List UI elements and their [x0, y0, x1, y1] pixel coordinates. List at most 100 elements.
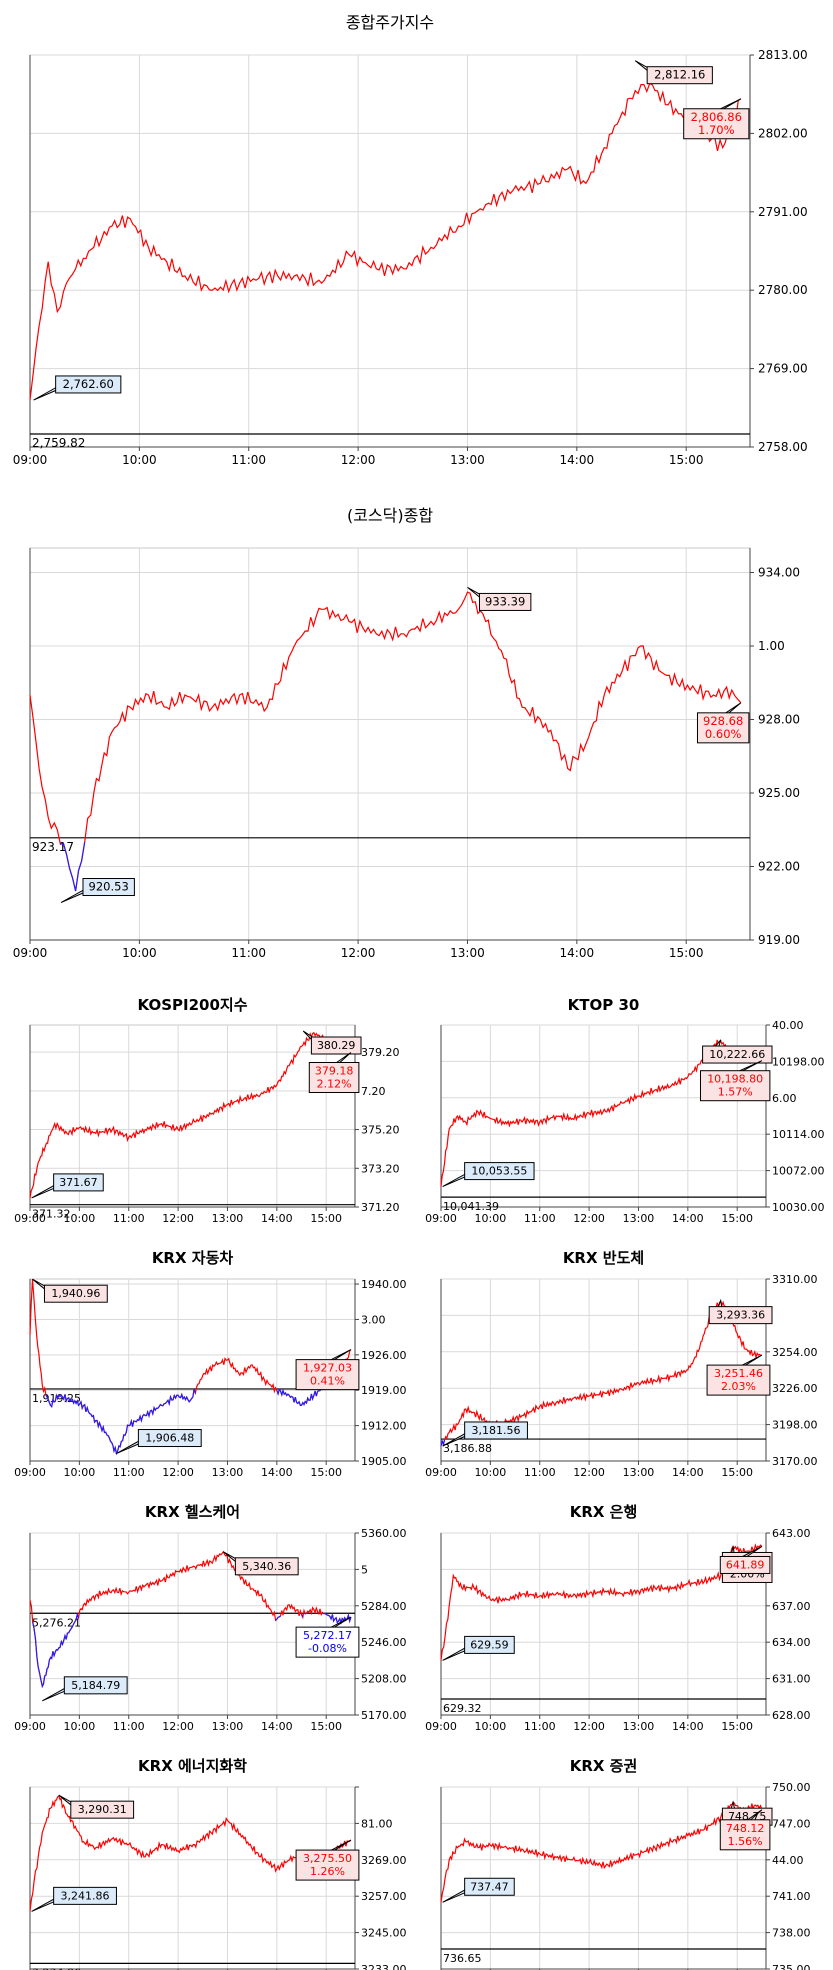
y-tick-label: 10198.00	[772, 1055, 825, 1068]
baseline-label: 1,919.25	[32, 1392, 81, 1405]
x-tick-label: 12:00	[573, 1720, 605, 1733]
x-tick-label: 12:00	[162, 1212, 194, 1225]
y-tick-label: 5170.00	[361, 1709, 407, 1722]
y-tick-label: 934.00	[758, 566, 800, 580]
x-tick-label: 15:00	[669, 453, 704, 467]
callout-label: 629.59	[470, 1638, 509, 1651]
series-line-below	[32, 1612, 352, 1689]
x-tick-label: 13:00	[212, 1212, 244, 1225]
y-tick-label: 738.00	[772, 1927, 811, 1940]
callout-box	[706, 1364, 771, 1396]
x-tick-label: 09:00	[13, 946, 48, 960]
baseline-label: 10,041.39	[443, 1200, 499, 1213]
series-line-below	[440, 1439, 446, 1448]
x-tick-label: 12:00	[341, 946, 376, 960]
callout-box	[295, 1626, 360, 1658]
chart-panel-3: KTOP 30 09:00 10:00 11:00 12:00 13:00 14:00 15:…	[425, 996, 824, 1225]
x-tick-label: 10:00	[64, 1466, 96, 1479]
callout-label: 3,181.56	[472, 1424, 521, 1437]
callout-box	[683, 108, 750, 140]
y-tick-label: 10030.00	[772, 1201, 825, 1214]
callout-box	[464, 1877, 515, 1896]
callout-box	[53, 1886, 117, 1905]
series-line-0	[440, 1801, 763, 1903]
callout-box	[63, 1676, 128, 1695]
y-tick-label: 1905.00	[361, 1455, 407, 1468]
x-tick-label: 15:00	[310, 1720, 342, 1733]
chart-panel-9: KRX 증권09:0010:0011:0012:0013:0014:0015:0…	[440, 1757, 811, 1970]
plot-area	[440, 1532, 767, 1716]
y-tick-label: 2758.00	[758, 440, 808, 454]
callout-label: 3,251.46	[714, 1367, 763, 1380]
callout-box	[310, 1036, 362, 1055]
series-line-0	[29, 591, 742, 892]
x-tick-label: 11:00	[231, 946, 266, 960]
callout-label: 1,906.48	[145, 1432, 194, 1445]
baseline-label: 3,186.88	[443, 1442, 492, 1455]
chart-title: KRX 은행	[570, 1503, 638, 1521]
callout-label: 928.68	[703, 714, 743, 728]
series-line-0	[29, 82, 742, 401]
y-tick-label: 10072.00	[772, 1165, 825, 1178]
chart-title: KTOP 30	[568, 996, 640, 1014]
y-tick-label: 3170.00	[772, 1455, 818, 1468]
x-tick-label: 14:00	[672, 1212, 704, 1225]
y-tick-label: 3245.00	[361, 1927, 407, 1940]
callout-label: 920.53	[89, 880, 129, 894]
x-tick-label: 13:00	[450, 453, 485, 467]
x-tick-label: 12:00	[162, 1720, 194, 1733]
callout-box	[464, 1162, 535, 1181]
callout-box	[295, 1359, 360, 1391]
y-tick-label: 81.00	[361, 1817, 393, 1830]
y-tick-label: 3269.00	[361, 1854, 407, 1867]
x-tick-label: 12:00	[573, 1212, 605, 1225]
x-tick-label: 09:00	[425, 1720, 457, 1733]
chart-panel-4: KRX 자동차 09:00 10:00 11:00 12:00 13:00 14:00 15:…	[14, 1249, 406, 1479]
callout-box	[53, 1173, 104, 1192]
x-tick-label: 15:00	[721, 1720, 753, 1733]
y-tick-label: 2791.00	[758, 205, 808, 219]
x-tick-label: 14:00	[261, 1720, 293, 1733]
y-tick-label: 628.00	[772, 1709, 811, 1722]
y-tick-label: 1940.00	[361, 1278, 407, 1291]
x-tick-label: 14:00	[560, 946, 595, 960]
x-tick-label: 11:00	[231, 453, 266, 467]
x-tick-label: 11:00	[524, 1720, 556, 1733]
plot-area	[29, 547, 751, 941]
y-tick-label: 5208.00	[361, 1673, 407, 1686]
x-tick-label: 10:00	[64, 1720, 96, 1733]
y-tick-label: 741.00	[772, 1890, 811, 1903]
callout-label: 2,806.86	[691, 110, 742, 124]
chart-panel-8: KRX 에너지화학09:0010:0011:0012:0013:0014:001…	[29, 1757, 407, 1970]
callout-change: 0.60%	[705, 727, 742, 741]
y-tick-label: 5	[361, 1563, 368, 1576]
y-tick-label: 373.20	[361, 1162, 400, 1175]
chart-title: KRX 에너지화학	[138, 1757, 247, 1775]
callout-box	[702, 1045, 773, 1064]
y-tick-label: 375.20	[361, 1124, 400, 1137]
callout-label: 5,184.79	[71, 1679, 120, 1692]
chart-title: 종합주가지수	[346, 13, 434, 32]
x-tick-label: 13:00	[623, 1466, 655, 1479]
y-tick-label: 44.00	[772, 1854, 804, 1867]
x-tick-label: 11:00	[113, 1212, 145, 1225]
callout-box	[464, 1635, 515, 1654]
x-tick-label: 14:00	[672, 1720, 704, 1733]
x-tick-label: 10:00	[475, 1720, 507, 1733]
callout-box	[699, 1070, 771, 1102]
callout-label: 1,940.96	[51, 1287, 100, 1300]
baseline-label: 3,234.86	[32, 1966, 81, 1970]
y-tick-label: 7.20	[361, 1085, 386, 1098]
x-tick-label: 09:00	[14, 1212, 46, 1225]
baseline-label: 2,759.82	[32, 436, 85, 450]
y-tick-label: 735.00	[772, 1963, 811, 1970]
callout-label: 2,812.16	[654, 68, 705, 82]
callout-change: 1.26%	[310, 1865, 345, 1878]
x-tick-label: 09:00	[425, 1212, 457, 1225]
callout-label: 933.39	[485, 594, 525, 608]
chart-panel-0: 종합주가지수 09:00 10:00 11:00 12:00 13:00 14:00 15:0…	[13, 13, 808, 467]
callout-label: 371.67	[59, 1176, 98, 1189]
x-tick-label: 09:00	[425, 1466, 457, 1479]
y-tick-label: 3198.00	[772, 1419, 818, 1432]
x-tick-label: 15:00	[310, 1466, 342, 1479]
